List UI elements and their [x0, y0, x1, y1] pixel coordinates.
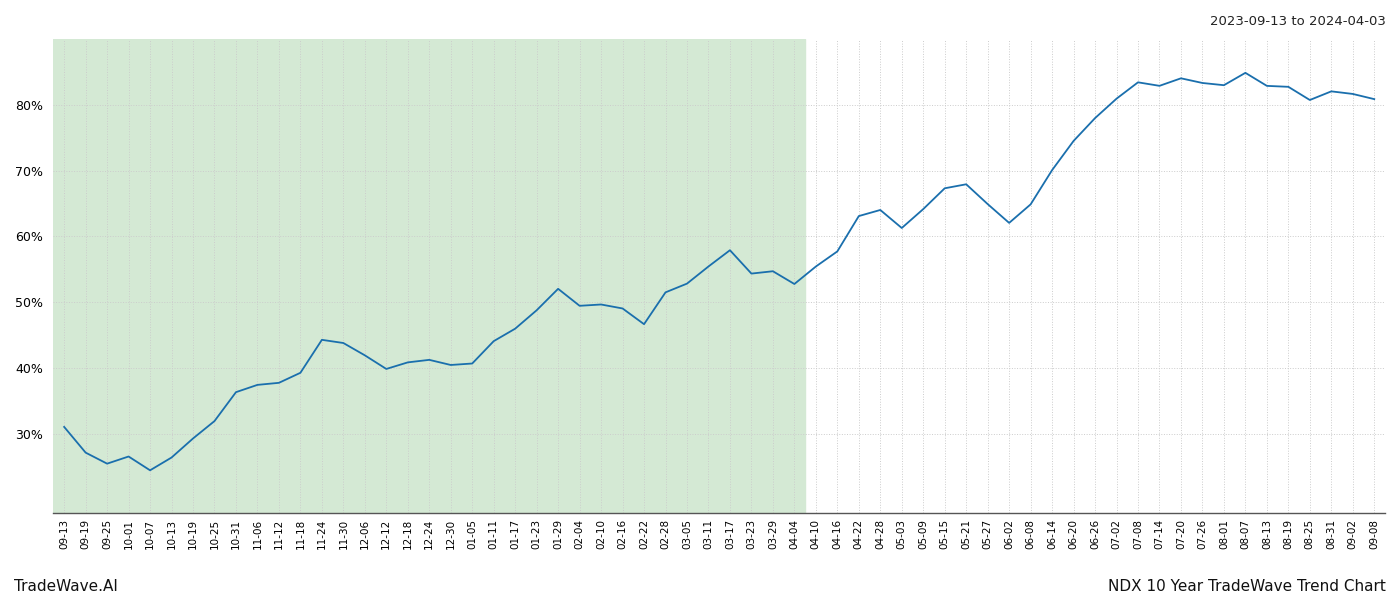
Text: TradeWave.AI: TradeWave.AI	[14, 579, 118, 594]
Text: 2023-09-13 to 2024-04-03: 2023-09-13 to 2024-04-03	[1210, 15, 1386, 28]
Text: NDX 10 Year TradeWave Trend Chart: NDX 10 Year TradeWave Trend Chart	[1109, 579, 1386, 594]
Bar	[53, 39, 805, 512]
